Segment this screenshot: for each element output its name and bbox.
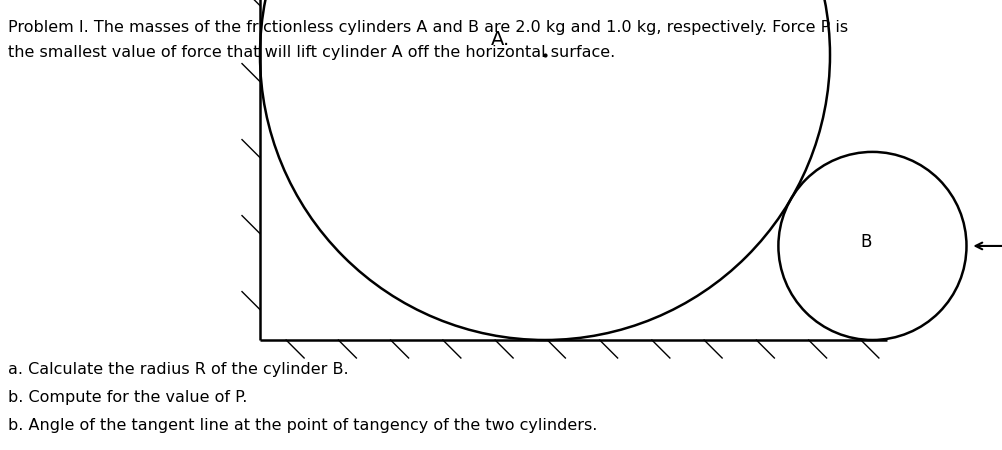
Text: b. Compute for the value of P.: b. Compute for the value of P. <box>8 390 247 405</box>
Text: the smallest value of force that will lift cylinder A off the horizontal surface: the smallest value of force that will li… <box>8 45 615 60</box>
Text: a. Calculate the radius R of the cylinder B.: a. Calculate the radius R of the cylinde… <box>8 362 349 377</box>
Text: A.: A. <box>490 31 510 50</box>
Text: Problem I. The masses of the frictionless cylinders A and B are 2.0 kg and 1.0 k: Problem I. The masses of the frictionles… <box>8 20 848 35</box>
Text: B: B <box>861 233 872 251</box>
Text: b. Angle of the tangent line at the point of tangency of the two cylinders.: b. Angle of the tangent line at the poin… <box>8 418 597 433</box>
